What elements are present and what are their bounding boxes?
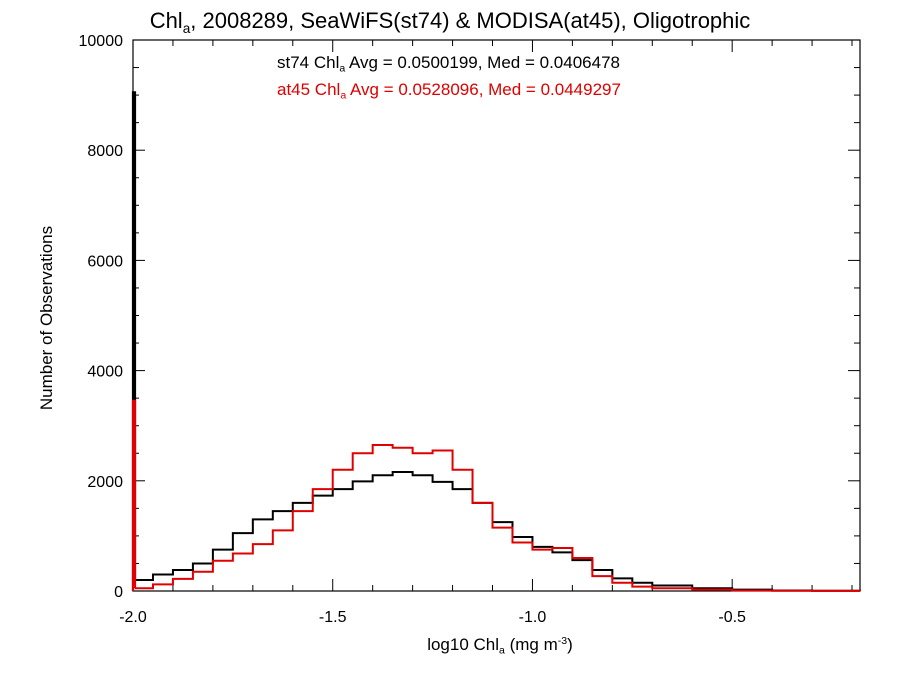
chart-title: Chla, 2008289, SeaWiFS(st74) & MODISA(at…	[149, 8, 751, 36]
at45-series-line	[134, 443, 861, 592]
y-tick-label: 4000	[87, 364, 123, 381]
st74-stats-annotation: st74 Chla Avg = 0.0500199, Med = 0.04064…	[277, 53, 620, 75]
y-tick-label: 2000	[87, 474, 123, 491]
st74-series-line	[134, 470, 861, 592]
x-tick-label: -1.0	[519, 609, 547, 626]
y-tick-label: 10000	[79, 33, 124, 50]
data-series	[131, 91, 861, 592]
axis-tick-labels: -2.0 -1.5 -1.0 -0.5 0 2000 4000 6000 8000 10000	[79, 33, 747, 626]
plot-frame	[132, 39, 861, 592]
x-tick-label: -2.0	[119, 609, 147, 626]
y-axis-label: Number of Observations	[37, 225, 56, 411]
axis-ticks	[132, 39, 860, 592]
x-axis-label: log10 Chla (mg m-3)	[427, 635, 573, 657]
st74-spike	[131, 91, 137, 591]
at45-stats-annotation: at45 Chla Avg = 0.0528096, Med = 0.04492…	[277, 80, 621, 102]
y-tick-label: 6000	[87, 253, 123, 270]
x-tick-label: -0.5	[718, 609, 746, 626]
x-tick-label: -1.5	[319, 609, 347, 626]
at45-spike	[131, 399, 137, 591]
y-tick-label: 8000	[87, 143, 123, 160]
y-tick-label: 0	[114, 584, 123, 601]
